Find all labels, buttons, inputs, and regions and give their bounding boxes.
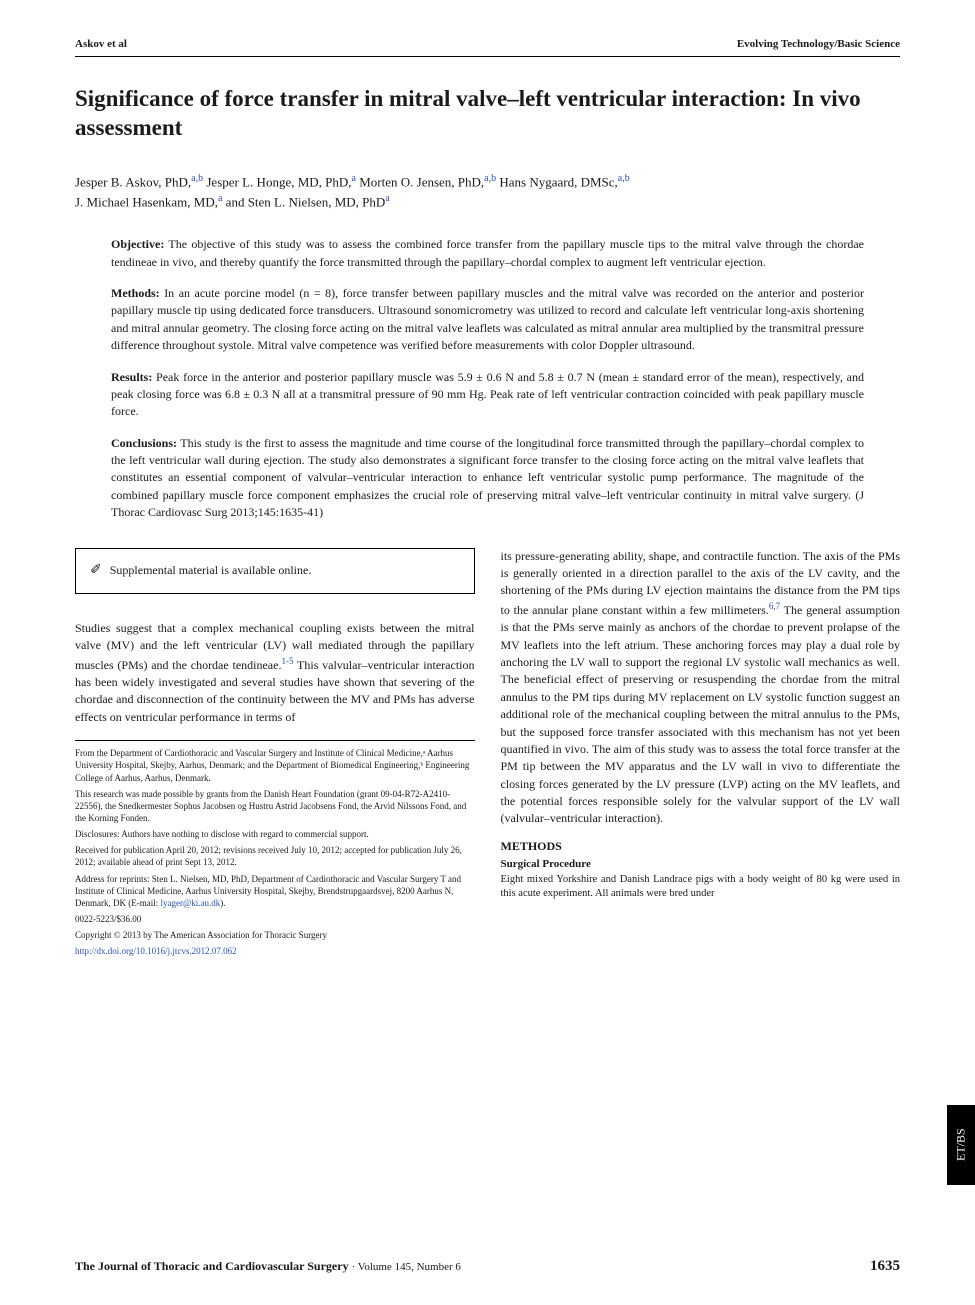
doi-link[interactable]: http://dx.doi.org/10.1016/j.jtcvs.2012.0…: [75, 945, 475, 957]
running-head-right: Evolving Technology/Basic Science: [737, 38, 900, 50]
abstract-text: In an acute porcine model (n = 8), force…: [111, 286, 864, 352]
footnote: Address for reprints: Sten L. Nielsen, M…: [75, 873, 475, 909]
abstract: Objective: The objective of this study w…: [111, 236, 864, 521]
footnote-text: ).: [220, 898, 225, 908]
abstract-label: Methods:: [111, 286, 160, 300]
footnote: Copyright © 2013 by The American Associa…: [75, 929, 475, 941]
abstract-text: Peak force in the anterior and posterior…: [111, 370, 864, 419]
footnote: 0022-5223/$36.00: [75, 913, 475, 925]
body-text: The general assumption is that the PMs s…: [501, 603, 901, 826]
footnotes: From the Department of Cardiothoracic an…: [75, 740, 475, 957]
abstract-text: This study is the first to assess the ma…: [111, 436, 864, 520]
abstract-results: Results: Peak force in the anterior and …: [111, 369, 864, 421]
issue-info: Volume 145, Number 6: [358, 1261, 461, 1273]
author: Jesper L. Honge, MD, PhD,: [206, 174, 351, 189]
abstract-label: Objective:: [111, 237, 164, 251]
author-list: Jesper B. Askov, PhD,a,b Jesper L. Honge…: [75, 171, 900, 213]
author: Jesper B. Askov, PhD,: [75, 174, 191, 189]
affiliation-sup: a,b: [618, 173, 630, 184]
supplemental-icon: ✐: [90, 561, 102, 581]
affiliation-sup: a: [352, 173, 356, 184]
right-column: its pressure-generating ability, shape, …: [501, 548, 901, 962]
footer-journal: The Journal of Thoracic and Cardiovascul…: [75, 1259, 461, 1274]
affiliation-sup: a,b: [484, 173, 496, 184]
abstract-text: The objective of this study was to asses…: [111, 237, 864, 268]
affiliation-sup: a,b: [191, 173, 203, 184]
abstract-label: Results:: [111, 370, 152, 384]
supplemental-box: ✐ Supplemental material is available onl…: [75, 548, 475, 594]
running-head: Askov et al Evolving Technology/Basic Sc…: [75, 38, 900, 57]
methods-body-text: Eight mixed Yorkshire and Danish Landrac…: [501, 873, 901, 901]
body-paragraph: Studies suggest that a complex mechanica…: [75, 620, 475, 726]
article-title: Significance of force transfer in mitral…: [75, 85, 900, 143]
affiliation-sup: a: [218, 193, 222, 204]
reference-sup[interactable]: 6,7: [769, 601, 780, 611]
page-number: 1635: [870, 1258, 900, 1275]
abstract-conclusions: Conclusions: This study is the first to …: [111, 435, 864, 522]
footnote-text: Address for reprints: Sten L. Nielsen, M…: [75, 874, 461, 908]
section-heading-methods: METHODS: [501, 838, 901, 855]
footnote: Received for publication April 20, 2012;…: [75, 844, 475, 868]
reference-sup[interactable]: 1-5: [281, 656, 293, 666]
author: and Sten L. Nielsen, MD, PhD: [226, 195, 386, 210]
footnote: From the Department of Cardiothoracic an…: [75, 747, 475, 783]
left-column: ✐ Supplemental material is available onl…: [75, 548, 475, 962]
author: J. Michael Hasenkam, MD,: [75, 195, 218, 210]
footnote: Disclosures: Authors have nothing to dis…: [75, 828, 475, 840]
abstract-methods: Methods: In an acute porcine model (n = …: [111, 285, 864, 355]
journal-name: The Journal of Thoracic and Cardiovascul…: [75, 1259, 349, 1273]
abstract-label: Conclusions:: [111, 436, 177, 450]
author: Morten O. Jensen, PhD,: [359, 174, 484, 189]
running-head-left: Askov et al: [75, 38, 127, 50]
affiliation-sup: a: [385, 193, 389, 204]
subsection-heading: Surgical Procedure: [501, 857, 901, 873]
abstract-objective: Objective: The objective of this study w…: [111, 236, 864, 271]
body-paragraph: its pressure-generating ability, shape, …: [501, 548, 901, 828]
email-link[interactable]: lyager@ki.au.dk: [160, 898, 220, 908]
supplemental-text: Supplemental material is available onlin…: [110, 562, 312, 579]
footnote: This research was made possible by grant…: [75, 788, 475, 824]
section-tab: ET/BS: [947, 1105, 975, 1185]
page-footer: The Journal of Thoracic and Cardiovascul…: [75, 1258, 900, 1275]
author: Hans Nygaard, DMSc,: [499, 174, 617, 189]
body-columns: ✐ Supplemental material is available onl…: [75, 548, 900, 962]
